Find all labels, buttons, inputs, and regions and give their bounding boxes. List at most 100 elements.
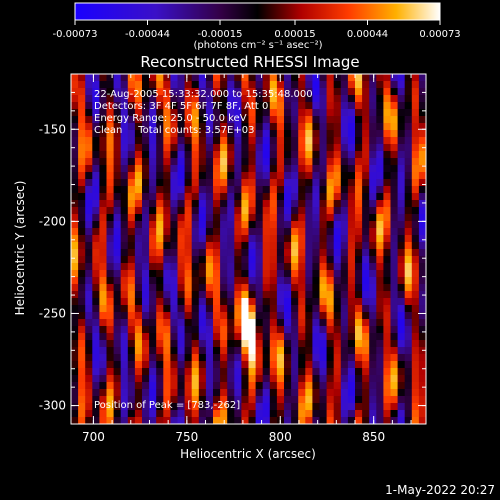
heatmap-cell <box>106 88 115 96</box>
heatmap-cell <box>71 333 79 341</box>
heatmap-cell <box>404 144 413 152</box>
heatmap-cell <box>227 403 235 411</box>
heatmap-cell <box>156 263 164 271</box>
heatmap-cell <box>106 228 115 236</box>
heatmap-cell <box>241 228 250 236</box>
heatmap-cell <box>234 256 242 264</box>
heatmap-cell <box>404 172 413 180</box>
heatmap-cell <box>227 305 235 313</box>
heatmap-cell <box>113 221 122 229</box>
heatmap-cell <box>241 102 250 110</box>
heatmap-cell <box>213 263 221 271</box>
heatmap-cell <box>298 361 306 369</box>
heatmap-cell <box>92 81 100 89</box>
heatmap-cell <box>269 368 278 376</box>
heatmap-cell <box>418 375 426 383</box>
heatmap-cell <box>255 95 264 103</box>
heatmap-cell <box>184 347 193 355</box>
heatmap-cell <box>362 214 370 222</box>
heatmap-cell <box>234 298 242 306</box>
heatmap-cell <box>198 410 207 418</box>
heatmap-cell <box>262 242 271 250</box>
heatmap-cell <box>184 312 193 320</box>
heatmap-cell <box>347 256 356 264</box>
heatmap-cell <box>411 249 420 257</box>
heatmap-cell <box>362 242 370 250</box>
heatmap-cell <box>411 158 420 166</box>
heatmap-cell <box>127 326 136 334</box>
heatmap-cell <box>99 368 108 376</box>
heatmap-cell <box>255 235 264 243</box>
heatmap-cell <box>198 109 207 117</box>
heatmap-cell <box>71 270 79 278</box>
heatmap-cell <box>149 235 157 243</box>
heatmap-cell <box>347 347 356 355</box>
heatmap-cell <box>333 291 342 299</box>
heatmap-cell <box>127 354 136 362</box>
heatmap-cell <box>163 95 171 103</box>
heatmap-cell <box>369 403 377 411</box>
heatmap-cell <box>92 137 100 145</box>
heatmap-cell <box>134 326 143 334</box>
heatmap-cell <box>134 221 143 229</box>
annotation-detectors: Detectors: 3F 4F 5F 6F 7F 8F, Att 0 <box>94 101 268 112</box>
heatmap-cell <box>156 249 164 257</box>
heatmap-cell <box>99 158 108 166</box>
heatmap-cell <box>255 158 264 166</box>
heatmap-cell <box>411 298 420 306</box>
heatmap-cell <box>106 116 115 124</box>
heatmap-cell <box>170 235 179 243</box>
heatmap-cell <box>71 214 79 222</box>
heatmap-cell <box>312 81 321 89</box>
heatmap-cell <box>134 333 143 341</box>
heatmap-cell <box>390 368 399 376</box>
heatmap-cell <box>241 263 250 271</box>
heatmap-cell <box>213 165 221 173</box>
heatmap-cell <box>85 298 93 306</box>
heatmap-cell <box>362 109 370 117</box>
heatmap-cell <box>312 417 321 424</box>
heatmap-cell <box>390 347 399 355</box>
heatmap-cell <box>156 130 164 138</box>
heatmap-cell <box>142 319 150 327</box>
heatmap-cell <box>113 291 122 299</box>
heatmap-cell <box>99 102 108 110</box>
heatmap-cell <box>120 186 129 194</box>
heatmap-cell <box>191 228 200 236</box>
heatmap-cell <box>205 158 214 166</box>
heatmap-cell <box>418 214 426 222</box>
heatmap-cell <box>404 361 413 369</box>
heatmap-cell <box>383 277 392 285</box>
heatmap-cell <box>362 256 370 264</box>
heatmap-cell <box>305 81 313 89</box>
heatmap-cell <box>241 95 250 103</box>
heatmap-cell <box>71 368 79 376</box>
heatmap-cell <box>312 263 321 271</box>
heatmap-cell <box>276 102 285 110</box>
heatmap-cell <box>92 354 100 362</box>
heatmap-cell <box>78 333 86 341</box>
heatmap-cell <box>78 102 86 110</box>
heatmap-cell <box>170 179 179 187</box>
heatmap-cell <box>163 242 171 250</box>
heatmap-cell <box>213 410 221 418</box>
heatmap-cell <box>305 151 313 159</box>
heatmap-cell <box>156 270 164 278</box>
heatmap-cell <box>319 417 328 424</box>
heatmap-cell <box>312 340 321 348</box>
heatmap-cell <box>255 221 264 229</box>
heatmap-cell <box>340 417 349 424</box>
x-tick-label: 700 <box>82 430 105 444</box>
heatmap-cell <box>134 207 143 215</box>
heatmap-cell <box>142 193 150 201</box>
heatmap-cell <box>142 354 150 362</box>
heatmap-cell <box>241 326 250 334</box>
heatmap-cell <box>205 221 214 229</box>
heatmap-cell <box>312 172 321 180</box>
heatmap-cell <box>390 123 399 131</box>
heatmap-cell <box>184 172 193 180</box>
heatmap-cell <box>397 158 406 166</box>
heatmap-cell <box>134 109 143 117</box>
heatmap-cell <box>234 389 242 397</box>
heatmap-cell <box>170 249 179 257</box>
